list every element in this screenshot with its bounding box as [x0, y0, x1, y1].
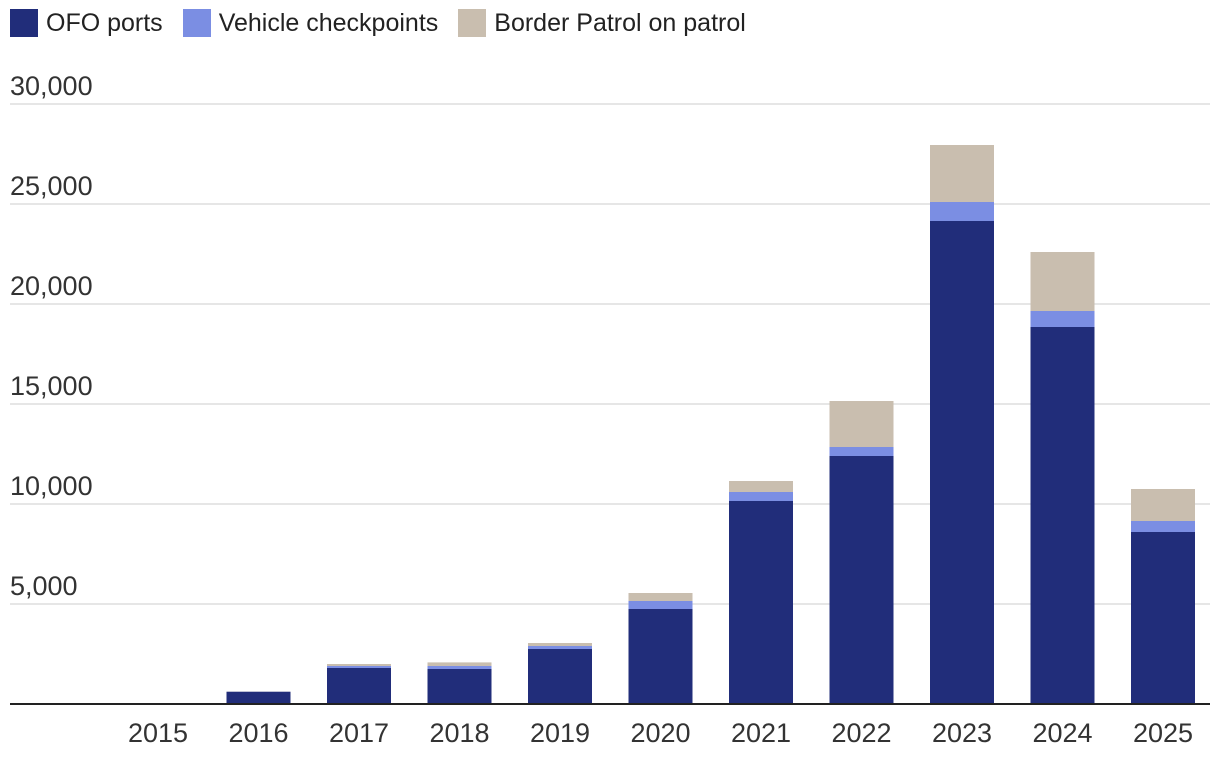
- bar-2019-border-patrol-on-patrol: [528, 643, 592, 646]
- x-tick-label-2023: 2023: [932, 718, 992, 748]
- y-tick-label-20000: 20,000: [10, 271, 93, 301]
- y-tick-label-10000: 10,000: [10, 471, 93, 501]
- bar-2021-ofo-ports: [729, 501, 793, 704]
- bar-2025-border-patrol-on-patrol: [1131, 489, 1195, 521]
- bar-2025-ofo-ports: [1131, 532, 1195, 704]
- bar-2024-border-patrol-on-patrol: [1030, 252, 1095, 311]
- gridlines: [10, 103, 1210, 605]
- bar-2018-border-patrol-on-patrol: [427, 662, 492, 666]
- bar-2021-border-patrol-on-patrol: [729, 481, 793, 492]
- x-tick-label-2022: 2022: [831, 718, 891, 748]
- bar-2017-border-patrol-on-patrol: [327, 664, 391, 666]
- legend-item-border-patrol: Border Patrol on patrol: [458, 9, 746, 37]
- bar-2018-vehicle-checkpoints: [427, 666, 492, 669]
- bar-2020-ofo-ports: [628, 609, 693, 704]
- bar-2017-ofo-ports: [327, 668, 391, 704]
- legend-label-border-patrol: Border Patrol on patrol: [494, 9, 746, 37]
- bar-2022-ofo-ports: [829, 456, 894, 704]
- y-tick-label-30000: 30,000: [10, 71, 93, 101]
- legend-item-vehicle-checkpoints: Vehicle checkpoints: [182, 9, 439, 37]
- bar-2017-vehicle-checkpoints: [327, 666, 391, 668]
- x-tick-label-2015: 2015: [128, 718, 188, 748]
- x-tick-label-2024: 2024: [1032, 718, 1092, 748]
- bar-2024-vehicle-checkpoints: [1030, 311, 1095, 327]
- legend-label-ofo-ports: OFO ports: [46, 9, 163, 37]
- x-tick-label-2021: 2021: [731, 718, 791, 748]
- x-tick-label-2025: 2025: [1133, 718, 1193, 748]
- bar-2021-vehicle-checkpoints: [729, 492, 793, 501]
- y-tick-label-15000: 15,000: [10, 371, 93, 401]
- x-tick-label-2018: 2018: [429, 718, 489, 748]
- x-tick-label-2016: 2016: [228, 718, 288, 748]
- bar-2020-border-patrol-on-patrol: [628, 593, 693, 601]
- bar-2025-vehicle-checkpoints: [1131, 521, 1195, 532]
- bar-2024-ofo-ports: [1030, 327, 1095, 704]
- bars: [226, 145, 1195, 704]
- y-tick-label-5000: 5,000: [10, 571, 78, 601]
- legend-swatch-vehicle-checkpoints: [182, 9, 211, 37]
- legend-swatch-border-patrol: [458, 9, 487, 37]
- x-tick-label-2017: 2017: [329, 718, 389, 748]
- bar-2019-ofo-ports: [528, 649, 592, 704]
- axes: 5,000 10,000 15,000 20,000 25,000 30,000 2015 2…: [10, 71, 1210, 748]
- legend: OFO ports Vehicle checkpoints Border Pat…: [10, 9, 746, 37]
- y-tick-label-25000: 25,000: [10, 171, 93, 201]
- x-tick-label-2020: 2020: [630, 718, 690, 748]
- bar-2022-vehicle-checkpoints: [829, 447, 894, 456]
- bar-2023-ofo-ports: [930, 221, 994, 704]
- bar-2019-vehicle-checkpoints: [528, 646, 592, 649]
- bar-2018-ofo-ports: [427, 669, 492, 704]
- legend-label-vehicle-checkpoints: Vehicle checkpoints: [218, 9, 439, 37]
- x-tick-label-2019: 2019: [530, 718, 590, 748]
- bar-2020-vehicle-checkpoints: [628, 601, 693, 609]
- legend-swatch-ofo-ports: [10, 9, 38, 37]
- bar-2023-border-patrol-on-patrol: [930, 145, 994, 202]
- bar-2022-border-patrol-on-patrol: [829, 401, 894, 447]
- bar-2023-vehicle-checkpoints: [930, 202, 994, 221]
- bar-2016-ofo-ports: [226, 692, 291, 704]
- legend-item-ofo-ports: OFO ports: [10, 9, 163, 37]
